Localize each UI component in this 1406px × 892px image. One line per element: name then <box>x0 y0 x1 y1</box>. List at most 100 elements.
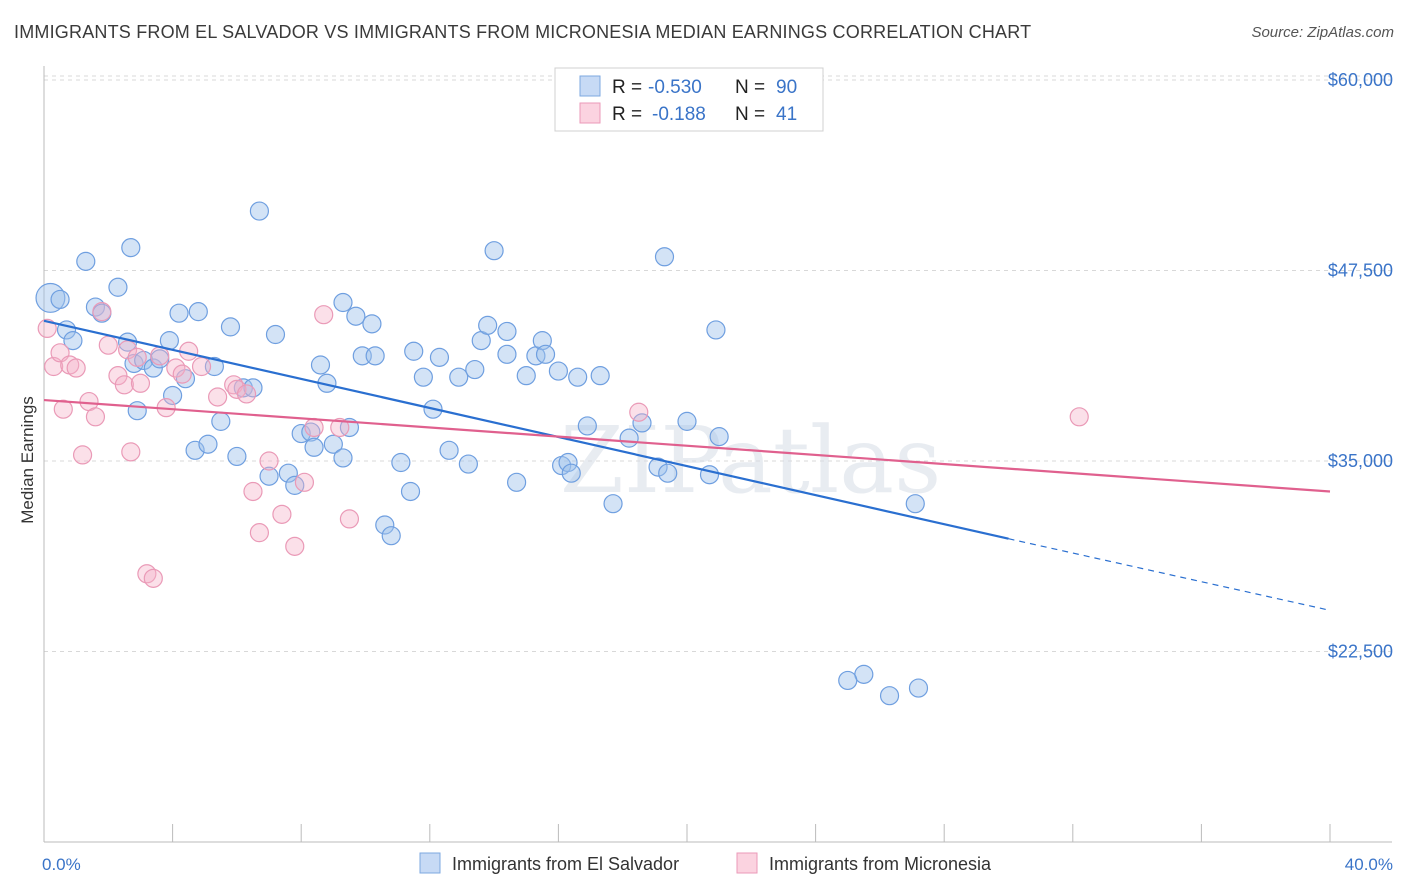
el-salvador-point-49 <box>400 481 421 502</box>
el-salvador-point-25 <box>227 446 247 467</box>
legend-swatch-micronesia <box>579 102 601 124</box>
micronesia-point-40 <box>1069 407 1089 427</box>
y-tick-label-2: $47,500 <box>1328 261 1393 281</box>
el-salvador-point-44 <box>362 314 382 334</box>
el-salvador-point-17 <box>169 303 189 323</box>
bottom-legend-micronesia: Immigrants from Micronesia <box>769 854 992 874</box>
gridlines <box>44 75 1392 652</box>
micronesia-point-0 <box>37 318 57 339</box>
micronesia-point-3 <box>53 399 73 419</box>
el-salvador-point-79 <box>654 247 675 267</box>
el-salvador-point-42 <box>346 306 366 326</box>
el-salvador-point-3 <box>63 331 83 351</box>
el-salvador-point-78 <box>648 457 668 477</box>
el-salvador-point-60 <box>484 241 504 261</box>
el-salvador-point-70 <box>558 452 578 473</box>
el-salvador-point-82 <box>699 465 720 485</box>
series-legend: Immigrants from El Salvador Immigrants f… <box>419 852 992 874</box>
x-tick-labels: 0.0% 40.0% <box>42 855 1393 874</box>
micronesia-point-38 <box>339 509 360 529</box>
micronesia-point-5 <box>66 358 86 378</box>
el-salvador-point-81 <box>677 411 697 431</box>
el-salvador-point-72 <box>568 367 588 387</box>
el-salvador-point-57 <box>465 359 485 380</box>
micronesia-point-25 <box>208 387 228 407</box>
y-tick-label-0: $22,500 <box>1328 642 1393 662</box>
micronesia-point-31 <box>259 451 279 471</box>
el-salvador-point-50 <box>404 341 424 361</box>
el-salvador-point-21 <box>198 434 218 454</box>
el-salvador-point-29 <box>259 466 279 486</box>
bottom-legend-swatch-el-salvador <box>419 852 441 874</box>
legend-swatch-el-salvador <box>579 75 601 97</box>
bottom-legend-el-salvador: Immigrants from El Salvador <box>452 854 679 874</box>
el-salvador-point-35 <box>304 437 324 457</box>
el-salvador-point-89 <box>905 494 925 514</box>
micronesia-point-12 <box>114 375 134 395</box>
el-salvador-trend-line <box>43 319 1009 540</box>
micronesia-point-8 <box>85 407 106 427</box>
micronesia-point-36 <box>314 305 334 325</box>
el-salvador-point-30 <box>265 324 286 345</box>
el-salvador-point-83 <box>709 427 729 447</box>
trend-lines <box>43 319 1331 611</box>
micronesia-point-18 <box>143 568 163 588</box>
watermark: ZIPatlas <box>560 407 941 514</box>
micronesia-point-9 <box>92 302 112 322</box>
micronesia-point-10 <box>98 335 118 355</box>
el-salvador-point-54 <box>439 440 459 460</box>
micronesia-point-34 <box>294 472 315 492</box>
el-salvador-point-11 <box>127 401 147 421</box>
el-salvador-point-74 <box>590 366 610 386</box>
el-salvador-point-31 <box>278 463 298 483</box>
micronesia-point-35 <box>304 417 324 438</box>
el-salvador-point-68 <box>548 361 569 381</box>
el-salvador-point-46 <box>375 515 395 535</box>
el-salvador-point-71 <box>561 463 581 483</box>
micronesia-point-15 <box>127 347 147 367</box>
micronesia-point-19 <box>150 346 170 366</box>
el-salvador-point-7 <box>108 277 128 297</box>
el-salvador-point-75 <box>603 494 623 514</box>
el-salvador-point-16 <box>163 385 183 406</box>
el-salvador-point-10 <box>121 238 141 258</box>
el-salvador-point-53 <box>429 347 450 367</box>
el-salvador-point-61 <box>497 321 517 342</box>
el-salvador-point-47 <box>381 526 401 546</box>
el-salvador-point-23 <box>211 411 231 431</box>
el-salvador-point-38 <box>323 434 343 454</box>
x-tick-label-end: 40.0% <box>1345 855 1393 874</box>
el-salvador-point-36 <box>310 355 331 375</box>
series-el-salvador-points <box>35 201 929 706</box>
el-salvador-point-48 <box>391 452 411 473</box>
chart-title: IMMIGRANTS FROM EL SALVADOR VS IMMIGRANT… <box>14 22 1032 42</box>
el-salvador-point-63 <box>507 472 527 492</box>
micronesia-point-39 <box>629 402 649 422</box>
legend-r-label-1: R = <box>612 77 642 98</box>
legend-r-label-2: R = <box>612 104 642 125</box>
micronesia-point-14 <box>121 442 141 462</box>
el-salvador-point-59 <box>478 315 498 335</box>
micronesia-point-29 <box>243 481 263 502</box>
micronesia-point-33 <box>285 536 305 556</box>
legend-n-value-1: 90 <box>776 77 797 98</box>
el-salvador-point-55 <box>449 367 469 387</box>
el-salvador-point-19 <box>188 302 208 322</box>
el-salvador-point-86 <box>854 664 874 684</box>
el-salvador-point-64 <box>516 366 536 386</box>
el-salvador-point-39 <box>333 448 353 468</box>
legend-r-value-2: -0.188 <box>652 104 706 125</box>
legend-n-label-1: N = <box>735 77 765 98</box>
micronesia-point-24 <box>191 356 212 377</box>
legend-r-value-1: -0.530 <box>648 77 702 98</box>
el-salvador-point-77 <box>632 413 652 433</box>
el-salvador-point-45 <box>365 346 385 366</box>
correlation-legend: R = -0.530 N = 90 R = -0.188 N = 41 <box>554 67 824 132</box>
micronesia-point-28 <box>236 384 257 404</box>
el-salvador-point-84 <box>706 320 726 340</box>
el-salvador-point-4 <box>76 251 96 271</box>
el-salvador-point-51 <box>413 367 433 387</box>
y-axis-label: Median Earnings <box>18 396 37 524</box>
y-tick-label-3: $60,000 <box>1328 70 1393 90</box>
micronesia-point-32 <box>272 504 292 524</box>
